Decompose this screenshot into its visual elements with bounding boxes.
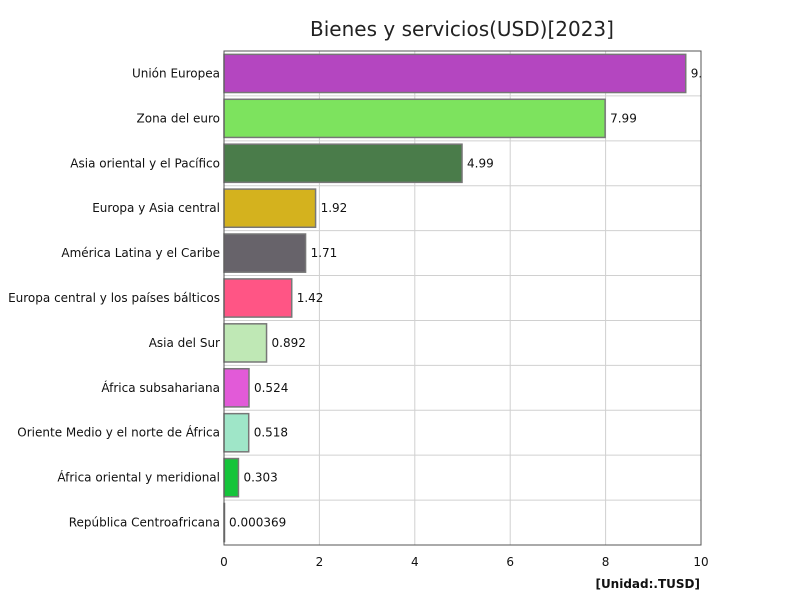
bar bbox=[223, 98, 606, 139]
x-tick-label: 0 bbox=[220, 555, 228, 569]
x-tick-labels: 0 2 4 6 8 10 bbox=[220, 555, 708, 569]
category-label: Asia del Sur bbox=[149, 336, 220, 350]
x-tick-label: 2 bbox=[316, 555, 324, 569]
bar bbox=[223, 143, 463, 184]
category-label: Europa y Asia central bbox=[92, 201, 220, 215]
value-label: 0.518 bbox=[254, 426, 288, 440]
category-label: Zona del euro bbox=[137, 111, 220, 125]
x-tick-label: 6 bbox=[506, 555, 514, 569]
value-label: 0.000369 bbox=[229, 516, 286, 530]
category-label: Asia oriental y el Pacífico bbox=[70, 156, 220, 170]
value-label: 0.303 bbox=[243, 471, 277, 485]
unit-label: [Unidad:.TUSD] bbox=[595, 577, 700, 591]
bar bbox=[223, 53, 687, 94]
chart-title: Bienes y servicios(USD)[2023] bbox=[310, 17, 614, 41]
category-label: Unión Europea bbox=[132, 66, 220, 80]
value-label: 9. bbox=[691, 66, 702, 80]
value-label: 1.42 bbox=[297, 291, 324, 305]
value-label: 4.99 bbox=[467, 156, 494, 170]
value-label: 1.71 bbox=[311, 246, 338, 260]
bars bbox=[223, 53, 687, 543]
category-label: Europa central y los países bálticos bbox=[8, 291, 220, 305]
x-tick-label: 4 bbox=[411, 555, 419, 569]
bar bbox=[223, 278, 293, 318]
category-label: África subsahariana bbox=[101, 380, 220, 395]
bar bbox=[223, 323, 268, 363]
value-label: 0.524 bbox=[254, 381, 288, 395]
value-label: 0.892 bbox=[272, 336, 306, 350]
category-label: América Latina y el Caribe bbox=[61, 246, 220, 260]
bar bbox=[223, 367, 250, 408]
x-tick-label: 8 bbox=[602, 555, 610, 569]
bar bbox=[223, 457, 240, 498]
category-label: República Centroafricana bbox=[69, 516, 220, 530]
category-label: Oriente Medio y el norte de África bbox=[17, 425, 220, 440]
bar bbox=[223, 233, 307, 273]
x-tick-label: 10 bbox=[693, 555, 708, 569]
value-label: 1.92 bbox=[321, 201, 348, 215]
category-labels: Unión Europea Zona del euro Asia oriental … bbox=[8, 66, 220, 529]
value-labels: 9. 7.99 4.99 1.92 1.71 1.42 0.892 0.524 0.518 0.3… bbox=[229, 66, 702, 529]
value-label: 7.99 bbox=[610, 111, 637, 125]
plot-frame bbox=[223, 50, 702, 546]
bar bbox=[223, 412, 250, 453]
category-label: África oriental y meridional bbox=[57, 470, 220, 485]
bar bbox=[223, 188, 317, 229]
